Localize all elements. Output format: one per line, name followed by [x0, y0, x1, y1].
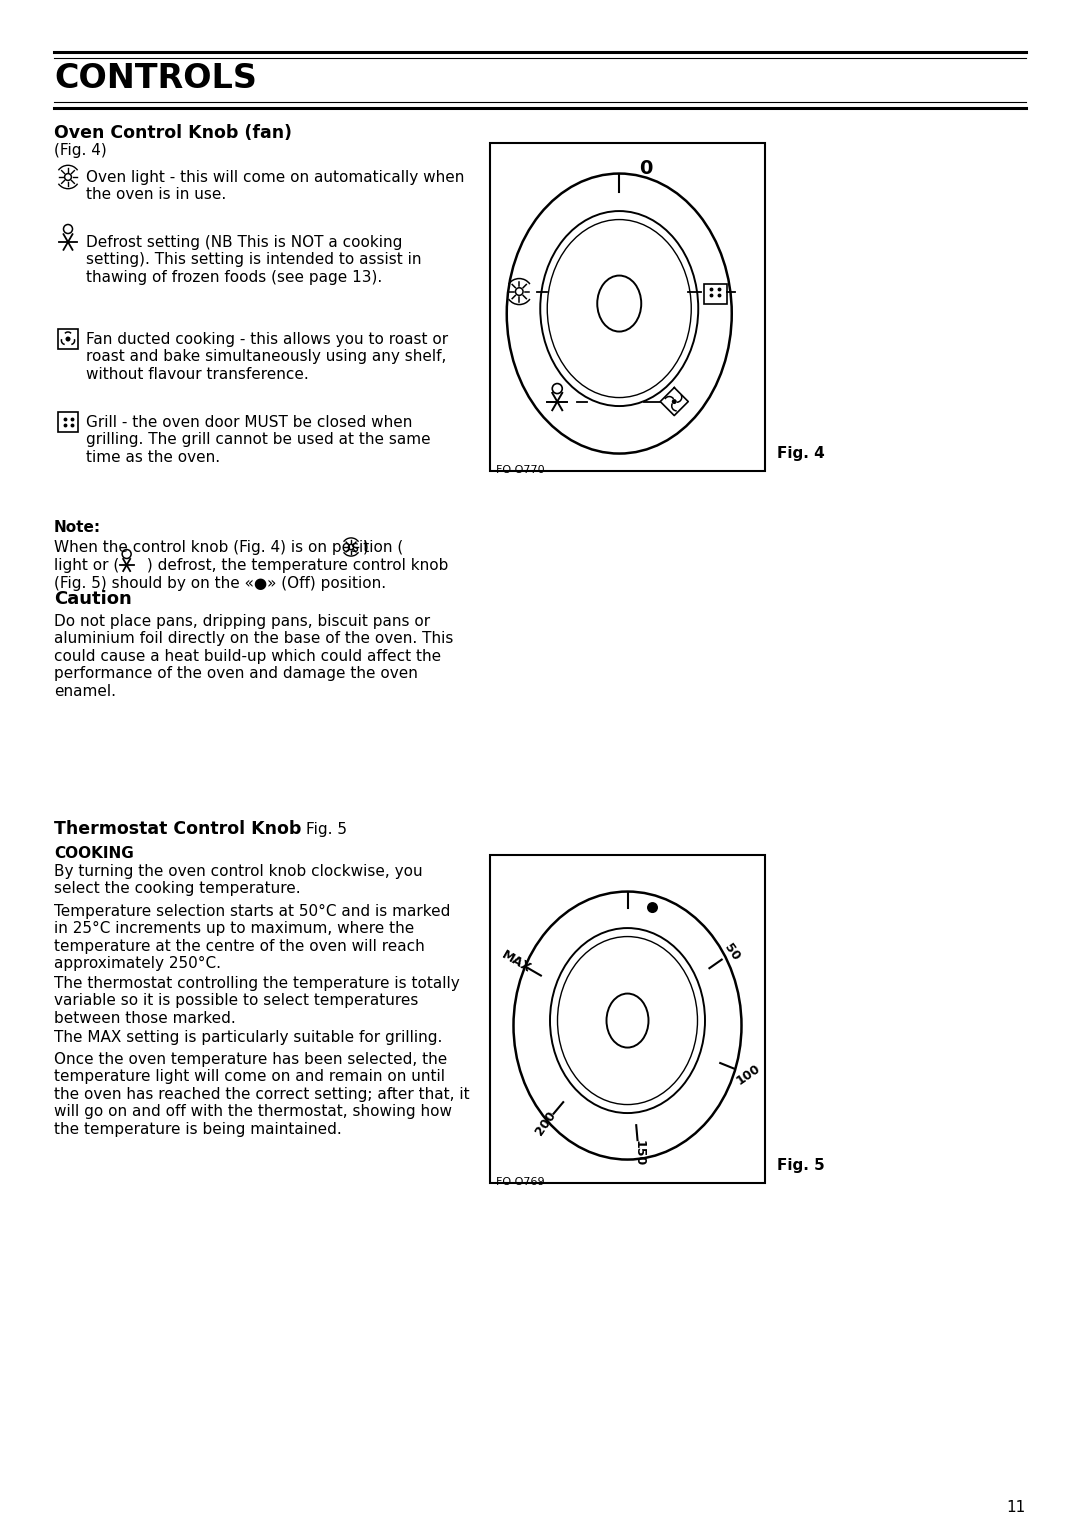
Text: 150: 150 [632, 1140, 645, 1166]
Circle shape [672, 399, 677, 403]
Text: Once the oven temperature has been selected, the
temperature light will come on : Once the oven temperature has been selec… [54, 1051, 470, 1137]
Text: By turning the oven control knob clockwise, you
select the cooking temperature.: By turning the oven control knob clockwi… [54, 863, 422, 897]
Text: COOKING: COOKING [54, 847, 134, 860]
Bar [490, 856, 765, 1183]
Text: Thermostat Control Knob: Thermostat Control Knob [54, 821, 301, 837]
Text: 11: 11 [1007, 1500, 1026, 1514]
Text: Temperature selection starts at 50°C and is marked
in 25°C increments up to maxi: Temperature selection starts at 50°C and… [54, 905, 450, 972]
Text: Fig. 5: Fig. 5 [777, 1158, 825, 1174]
Text: Fig. 5: Fig. 5 [306, 822, 347, 837]
Text: Grill - the oven door MUST be closed when
grilling. The grill cannot be used at : Grill - the oven door MUST be closed whe… [86, 416, 431, 465]
Text: Fan ducted cooking - this allows you to roast or
roast and bake simultaneously u: Fan ducted cooking - this allows you to … [86, 332, 448, 382]
Text: 100: 100 [733, 1062, 762, 1086]
Text: The MAX setting is particularly suitable for grilling.: The MAX setting is particularly suitable… [54, 1030, 443, 1045]
Text: Defrost setting (NB This is NOT a cooking
setting). This setting is intended to : Defrost setting (NB This is NOT a cookin… [86, 235, 421, 284]
Text: ): ) [363, 539, 369, 555]
Text: FO O769: FO O769 [496, 1177, 544, 1187]
Bar [490, 144, 765, 471]
Text: (Fig. 4): (Fig. 4) [54, 144, 107, 157]
Text: CONTROLS: CONTROLS [54, 63, 257, 95]
Text: (Fig. 5) should by on the «●» (Off) position.: (Fig. 5) should by on the «●» (Off) posi… [54, 576, 387, 591]
Text: Do not place pans, dripping pans, biscuit pans or
aluminium foil directly on the: Do not place pans, dripping pans, biscui… [54, 614, 454, 698]
Text: ) defrost, the temperature control knob: ) defrost, the temperature control knob [141, 558, 448, 573]
Circle shape [66, 336, 70, 341]
Text: Note:: Note: [54, 520, 102, 535]
Text: Fig. 4: Fig. 4 [777, 446, 825, 461]
Text: 50: 50 [723, 941, 743, 963]
Text: MAX: MAX [500, 947, 534, 975]
Bar [58, 413, 78, 432]
Text: light or (: light or ( [54, 558, 124, 573]
Text: The thermostat controlling the temperature is totally
variable so it is possible: The thermostat controlling the temperatu… [54, 976, 460, 1025]
Circle shape [647, 902, 658, 914]
Text: 200: 200 [532, 1109, 558, 1138]
Text: 0: 0 [639, 159, 652, 177]
Bar [58, 329, 78, 348]
Text: Oven light - this will come on automatically when
the oven is in use.: Oven light - this will come on automatic… [86, 170, 464, 202]
Text: FO O770: FO O770 [496, 465, 544, 475]
Text: Oven Control Knob (fan): Oven Control Knob (fan) [54, 124, 292, 142]
Bar [704, 284, 727, 304]
Text: When the control knob (Fig. 4) is on position (: When the control knob (Fig. 4) is on pos… [54, 539, 403, 555]
Text: Caution: Caution [54, 590, 132, 608]
